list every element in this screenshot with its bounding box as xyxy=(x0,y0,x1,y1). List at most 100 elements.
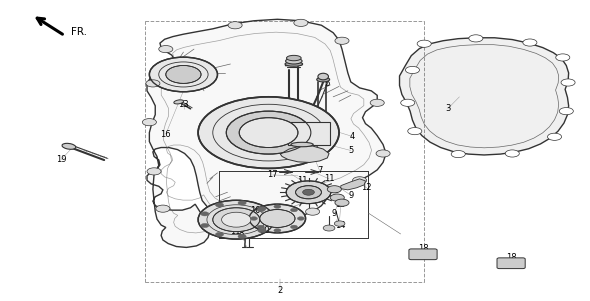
Circle shape xyxy=(303,189,314,195)
Circle shape xyxy=(146,80,160,87)
Polygon shape xyxy=(399,38,569,155)
Text: 17: 17 xyxy=(267,170,278,179)
Circle shape xyxy=(166,66,201,83)
Polygon shape xyxy=(280,146,329,163)
FancyBboxPatch shape xyxy=(288,122,330,144)
Text: 8: 8 xyxy=(238,229,244,238)
Circle shape xyxy=(330,194,345,201)
Circle shape xyxy=(156,205,170,212)
Circle shape xyxy=(238,234,246,238)
Circle shape xyxy=(159,45,173,53)
Circle shape xyxy=(405,67,419,73)
Circle shape xyxy=(215,232,224,237)
Circle shape xyxy=(469,35,483,42)
Circle shape xyxy=(257,208,264,212)
Text: 2: 2 xyxy=(278,286,283,295)
Ellipse shape xyxy=(287,55,301,61)
Circle shape xyxy=(451,150,466,158)
Text: 18: 18 xyxy=(506,253,516,262)
Circle shape xyxy=(376,150,390,157)
Circle shape xyxy=(323,225,335,231)
Text: 6: 6 xyxy=(324,79,330,88)
Circle shape xyxy=(258,207,266,211)
Text: 5: 5 xyxy=(348,146,353,155)
Circle shape xyxy=(327,186,342,193)
Text: 13: 13 xyxy=(178,100,189,109)
Circle shape xyxy=(201,212,209,216)
Text: 9: 9 xyxy=(332,209,337,218)
Circle shape xyxy=(198,200,274,239)
Text: 10: 10 xyxy=(250,206,260,215)
Circle shape xyxy=(297,217,304,220)
Text: 11: 11 xyxy=(297,176,307,185)
Circle shape xyxy=(257,225,264,229)
Text: 14: 14 xyxy=(336,221,346,230)
Text: 19: 19 xyxy=(56,155,67,164)
Circle shape xyxy=(227,217,240,224)
Circle shape xyxy=(335,37,349,44)
Ellipse shape xyxy=(286,58,302,64)
Circle shape xyxy=(258,228,266,233)
Circle shape xyxy=(198,97,339,168)
Circle shape xyxy=(401,99,415,106)
Circle shape xyxy=(222,212,251,227)
Ellipse shape xyxy=(317,77,330,82)
Circle shape xyxy=(215,203,224,207)
Circle shape xyxy=(250,217,257,220)
Circle shape xyxy=(559,107,573,115)
Ellipse shape xyxy=(174,100,183,104)
Circle shape xyxy=(290,208,297,212)
Circle shape xyxy=(238,201,246,205)
Circle shape xyxy=(548,133,562,140)
Polygon shape xyxy=(341,179,365,190)
Circle shape xyxy=(556,54,570,61)
Circle shape xyxy=(408,128,422,135)
FancyBboxPatch shape xyxy=(497,258,525,268)
Circle shape xyxy=(417,40,431,47)
Circle shape xyxy=(201,223,209,228)
Circle shape xyxy=(353,177,366,184)
Circle shape xyxy=(370,99,384,106)
Circle shape xyxy=(523,39,537,46)
Circle shape xyxy=(505,150,519,157)
Text: 18: 18 xyxy=(418,244,428,253)
Circle shape xyxy=(335,221,345,226)
Circle shape xyxy=(294,19,308,26)
Text: 7: 7 xyxy=(317,166,322,175)
Text: FR.: FR. xyxy=(71,27,87,37)
Circle shape xyxy=(227,111,311,154)
Circle shape xyxy=(260,209,295,228)
Polygon shape xyxy=(147,19,386,247)
Text: 11: 11 xyxy=(230,227,240,235)
Circle shape xyxy=(561,79,575,86)
Text: 16: 16 xyxy=(160,130,171,138)
Circle shape xyxy=(335,199,349,206)
Circle shape xyxy=(290,225,297,229)
Circle shape xyxy=(306,208,320,215)
Circle shape xyxy=(142,119,156,126)
Text: 21: 21 xyxy=(232,220,242,229)
Circle shape xyxy=(147,168,161,175)
Circle shape xyxy=(274,229,281,232)
Circle shape xyxy=(296,186,322,199)
Text: 12: 12 xyxy=(362,183,372,192)
Circle shape xyxy=(239,118,298,147)
FancyBboxPatch shape xyxy=(409,249,437,260)
Circle shape xyxy=(228,22,242,29)
Ellipse shape xyxy=(62,143,76,149)
Ellipse shape xyxy=(291,142,313,147)
Circle shape xyxy=(266,218,274,222)
Text: 20: 20 xyxy=(259,226,270,234)
Text: 4: 4 xyxy=(350,132,355,141)
Circle shape xyxy=(286,181,331,203)
Text: 9: 9 xyxy=(348,191,353,200)
Circle shape xyxy=(249,204,306,233)
Ellipse shape xyxy=(318,73,329,80)
Text: 11: 11 xyxy=(324,174,335,183)
Ellipse shape xyxy=(285,62,303,66)
Circle shape xyxy=(274,205,281,208)
Circle shape xyxy=(213,208,260,231)
Text: 15: 15 xyxy=(336,200,346,209)
Circle shape xyxy=(149,57,218,92)
Text: 3: 3 xyxy=(445,104,450,113)
